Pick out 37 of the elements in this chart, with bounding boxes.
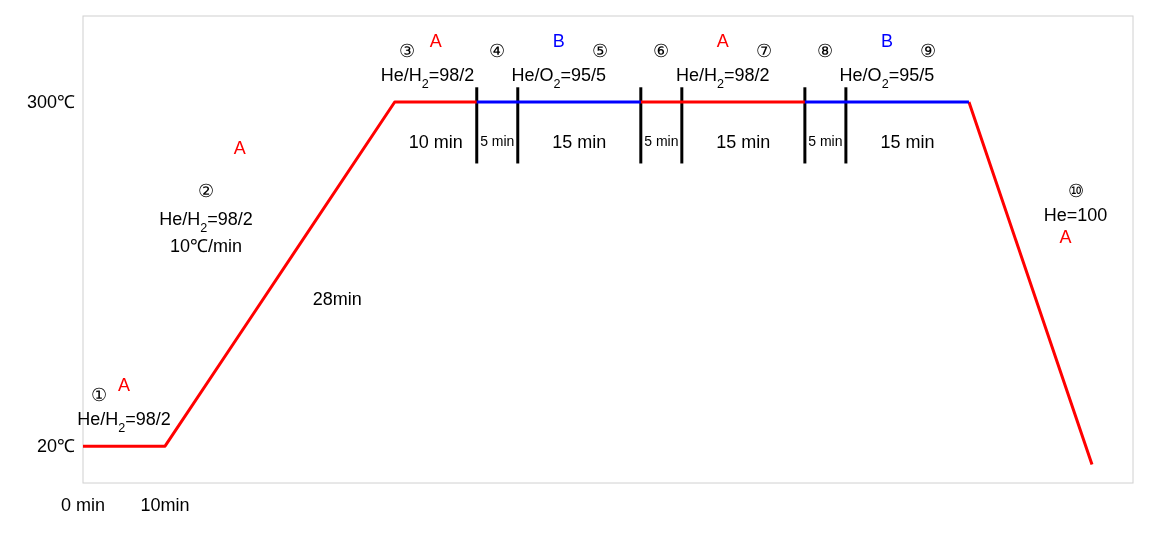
annotation: ⑧	[817, 40, 834, 61]
x-tick-label: 0 min	[60, 495, 106, 515]
x-tick-label: 10min	[140, 495, 190, 515]
annotation: He/H$_{2}$=98/2	[159, 209, 253, 236]
annotation: 15 min	[552, 131, 607, 152]
annotation: 5 min	[808, 133, 843, 150]
annotation: He/H$_{2}$=98/2	[77, 409, 171, 436]
annotation: ④	[489, 40, 506, 61]
y-tick-label: 20℃	[36, 436, 75, 457]
annotation: He/O$_{2}$=95/5	[511, 65, 607, 92]
text: B	[552, 31, 565, 52]
text: A	[233, 138, 246, 159]
annotation: ⑤	[591, 40, 608, 61]
annotation: 10℃/min	[170, 236, 243, 257]
annotation: 10 min	[408, 131, 463, 152]
annotation: ②	[198, 180, 215, 201]
annotation: 15 min	[716, 131, 771, 152]
annotation: ⑥	[653, 40, 670, 61]
annotation: 5 min	[644, 133, 679, 150]
text: A	[716, 31, 729, 52]
annotation: ③	[399, 40, 416, 61]
annotation: He/O$_{2}$=95/5	[839, 65, 935, 92]
annotation: 15 min	[880, 131, 935, 152]
annotation: He/H$_{2}$=98/2	[380, 65, 475, 92]
annotation: ①	[91, 384, 108, 405]
text: A	[118, 375, 131, 396]
annotation: ⑦	[755, 40, 772, 61]
text: B	[880, 31, 893, 52]
text: A	[1059, 227, 1072, 248]
annotation: He=100	[1043, 205, 1108, 226]
text: A	[429, 31, 442, 52]
annotation: He/H$_{2}$=98/2	[676, 65, 770, 92]
annotation: ⑨	[919, 40, 936, 61]
y-tick-label: 300℃	[26, 92, 75, 113]
annotation: 28min	[312, 288, 362, 309]
annotation: ⑩	[1067, 180, 1084, 201]
annotation: 5 min	[480, 133, 515, 150]
